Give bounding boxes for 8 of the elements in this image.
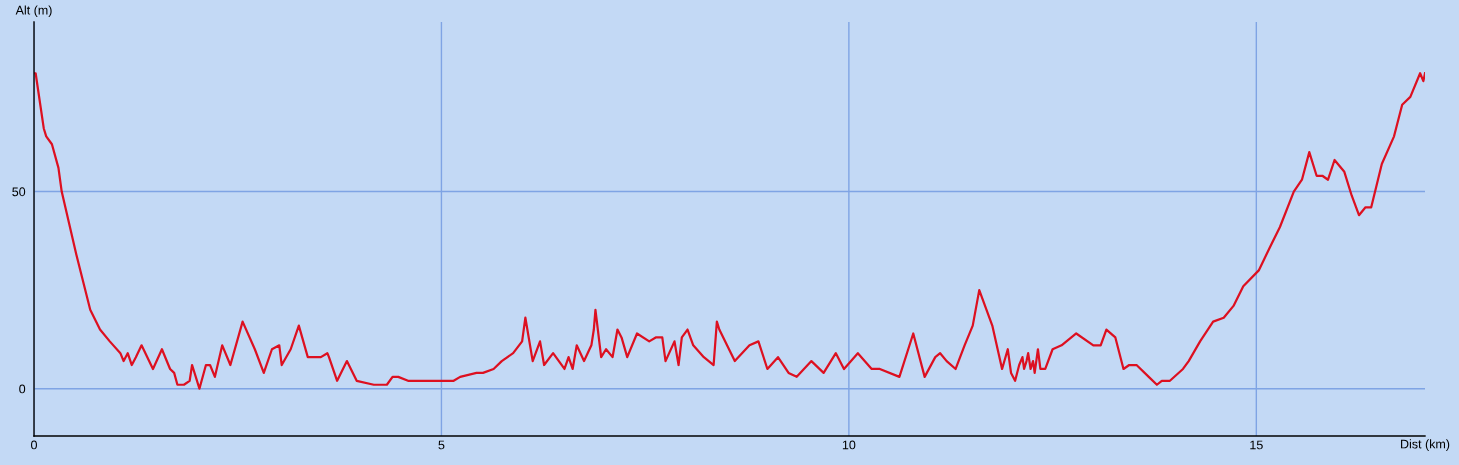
x-tick-label: 0	[31, 440, 37, 450]
x-tick-label: 15	[1250, 440, 1263, 450]
y-axis-title: Alt (m)	[15, 5, 52, 18]
x-axis-title: Dist (km)	[1401, 439, 1450, 451]
x-tick-label: 10	[842, 440, 856, 450]
x-tick-label: 5	[438, 440, 445, 450]
line-series	[34, 72, 1425, 390]
y-tick-label: 50	[12, 187, 26, 197]
